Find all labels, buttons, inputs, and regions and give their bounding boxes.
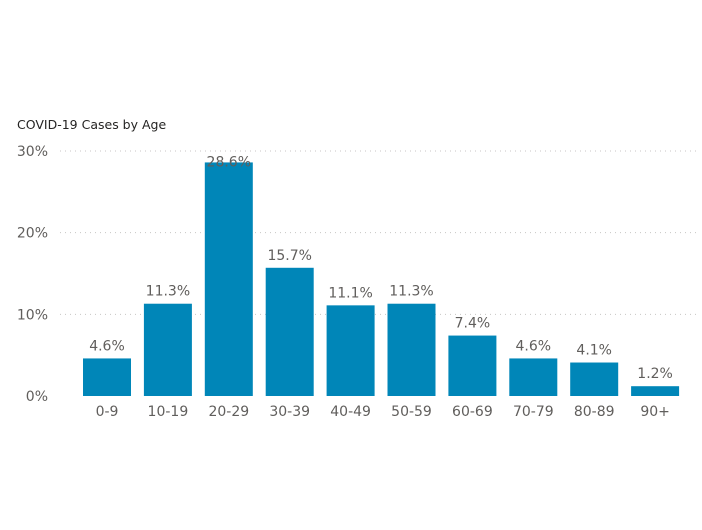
bar[interactable] xyxy=(631,386,680,396)
data-label: 4.6% xyxy=(89,338,125,354)
data-label: 11.3% xyxy=(389,284,433,300)
x-axis: 0-9 10-19 20-29 30-39 40-49 50-59 60-69 70-79 80… xyxy=(96,404,670,420)
y-tick-label: 0% xyxy=(26,389,48,405)
chart-title: COVID-19 Cases by Age xyxy=(17,117,167,132)
y-tick-label: 10% xyxy=(17,307,48,323)
data-label: 4.1% xyxy=(576,343,612,359)
data-label: 1.2% xyxy=(637,366,673,382)
bar[interactable] xyxy=(509,358,558,396)
data-label: 11.3% xyxy=(146,284,190,300)
data-label: 15.7% xyxy=(267,248,311,264)
bar[interactable] xyxy=(326,305,375,396)
data-label: 7.4% xyxy=(455,316,491,332)
bar[interactable] xyxy=(143,303,192,396)
y-tick-label: 30% xyxy=(17,144,48,160)
x-tick-label: 60-69 xyxy=(452,404,493,420)
x-tick-label: 30-39 xyxy=(269,404,310,420)
y-axis: 0% 10% 20% 30% xyxy=(17,144,48,405)
bar[interactable] xyxy=(570,362,619,396)
data-label: 4.6% xyxy=(516,338,552,354)
bars xyxy=(83,162,680,396)
data-label: 11.1% xyxy=(328,285,372,301)
x-tick-label: 20-29 xyxy=(208,404,249,420)
y-tick-label: 20% xyxy=(17,226,48,242)
x-tick-label: 10-19 xyxy=(148,404,189,420)
x-tick-label: 90+ xyxy=(640,404,670,420)
bar[interactable] xyxy=(387,303,436,396)
x-tick-label: 70-79 xyxy=(513,404,554,420)
x-tick-label: 50-59 xyxy=(391,404,432,420)
bar[interactable] xyxy=(448,335,497,396)
x-tick-label: 0-9 xyxy=(96,404,119,420)
data-labels: 4.6% 11.3% 28.6% 15.7% 11.1% 11.3% 7.4% 4.6% 4.1… xyxy=(89,154,673,382)
bar[interactable] xyxy=(83,358,131,396)
bar[interactable] xyxy=(204,162,253,396)
x-tick-label: 40-49 xyxy=(330,404,371,420)
x-tick-label: 80-89 xyxy=(574,404,615,420)
data-label: 28.6% xyxy=(207,154,251,170)
bar[interactable] xyxy=(265,267,314,396)
